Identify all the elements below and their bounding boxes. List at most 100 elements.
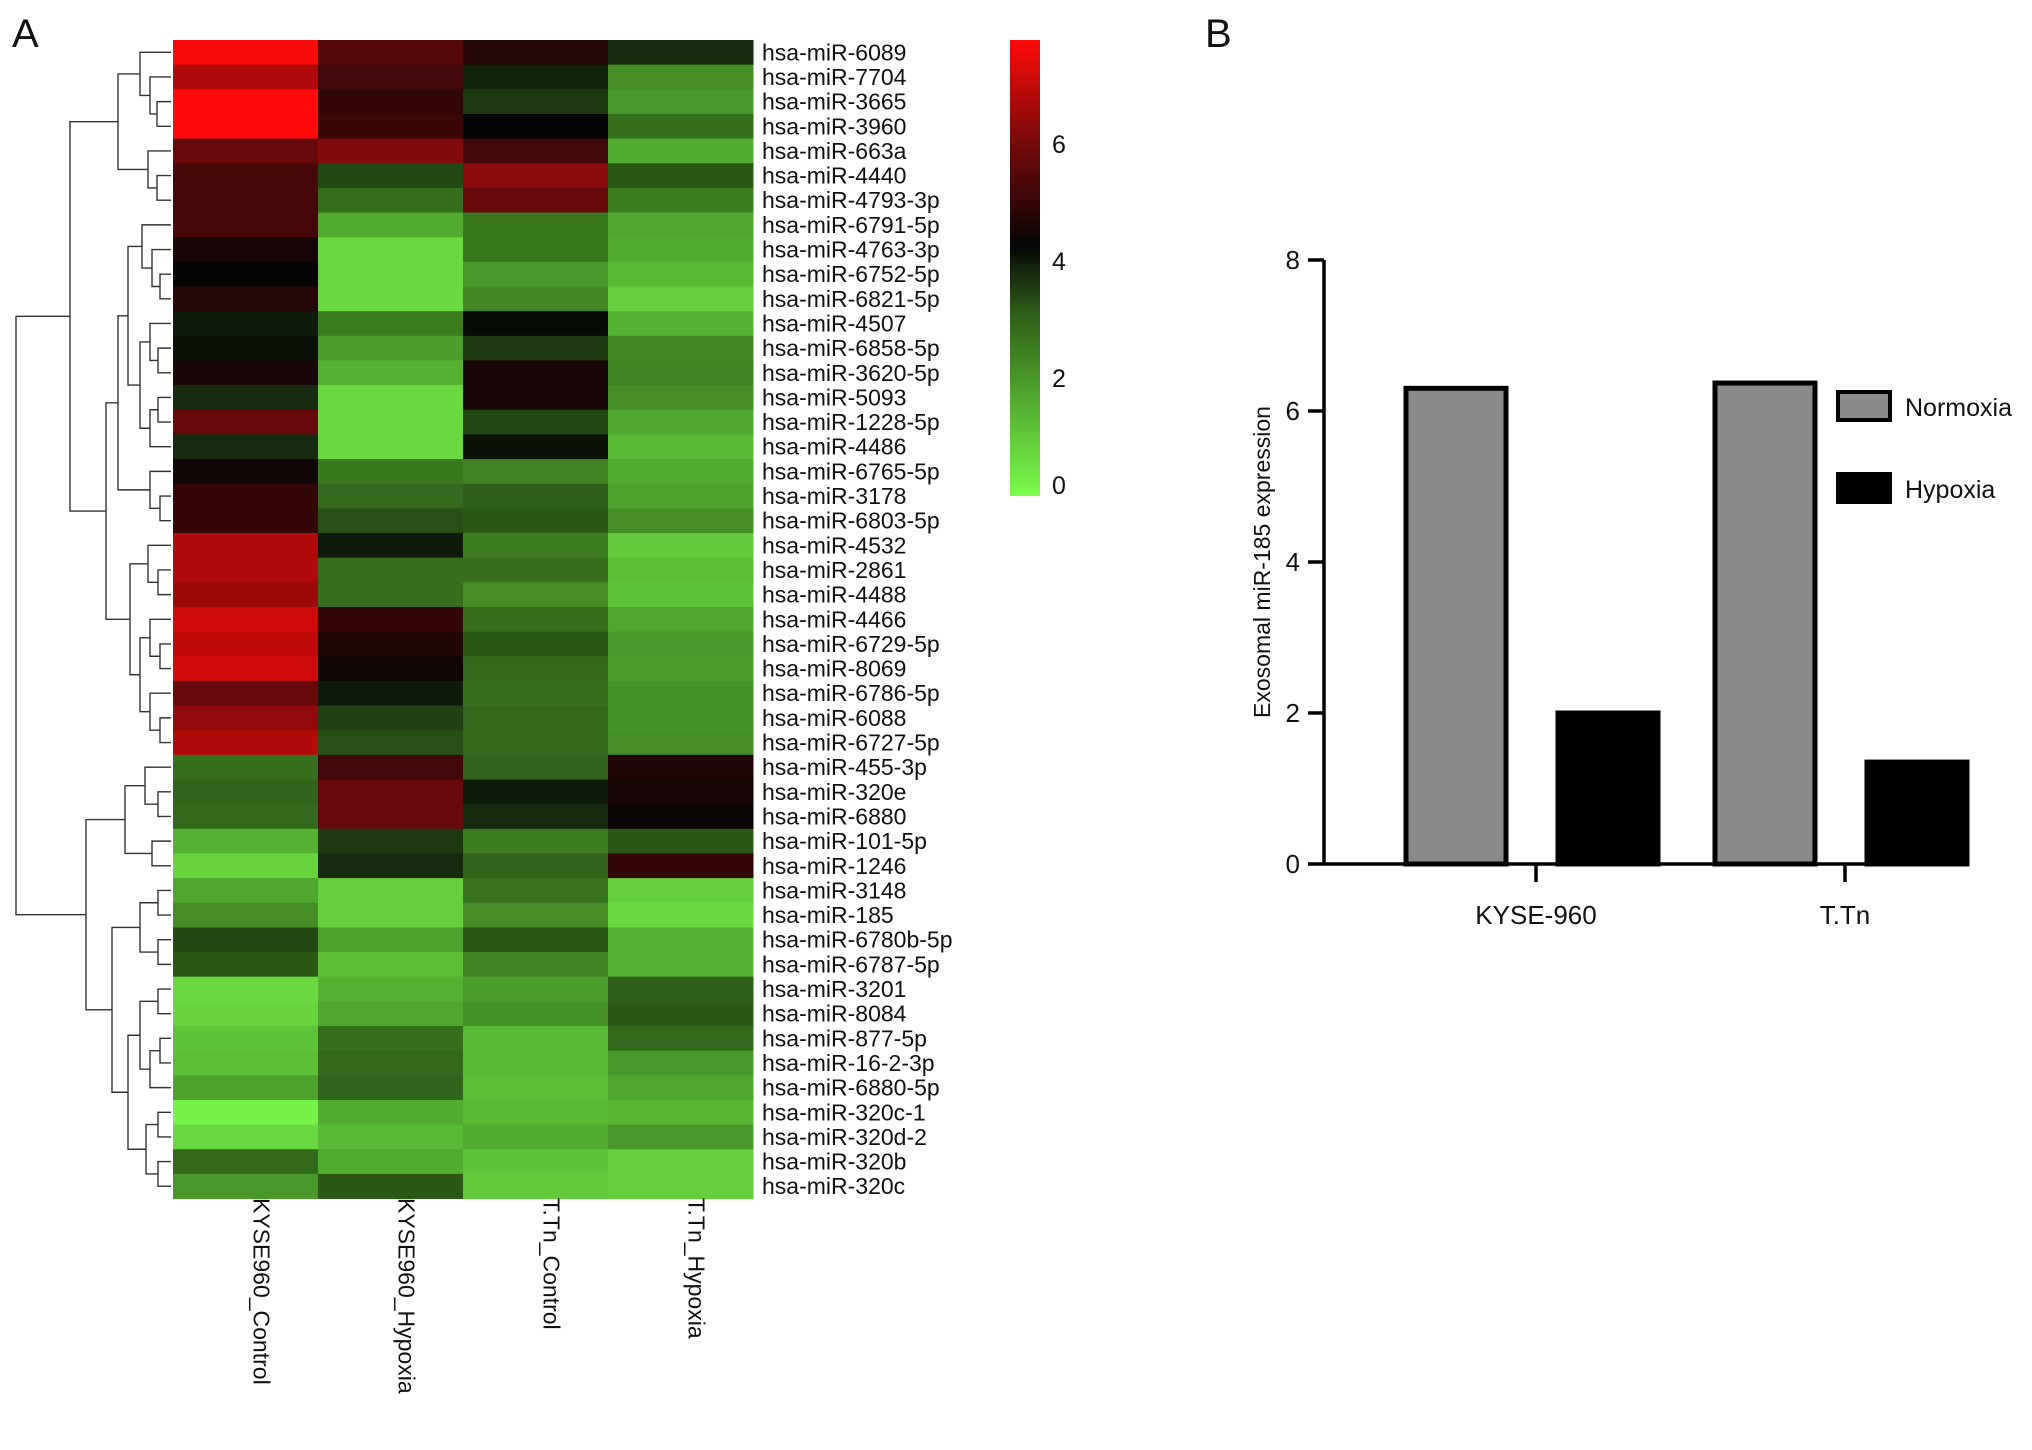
- bar-hypoxia: [1555, 710, 1661, 867]
- heatmap-cell: [463, 656, 609, 682]
- heatmap-cell: [318, 656, 464, 682]
- heatmap-cell: [318, 434, 464, 460]
- heatmap-cell: [173, 878, 319, 904]
- row-label: hsa-miR-16-2-3p: [762, 1050, 935, 1076]
- heatmap-cell: [318, 976, 464, 1002]
- heatmap-cell: [173, 705, 319, 731]
- heatmap-cell: [463, 853, 609, 879]
- heatmap-cell: [608, 212, 754, 238]
- heatmap-cell: [318, 1149, 464, 1175]
- heatmap-cell: [173, 730, 319, 756]
- row-label: hsa-miR-4440: [762, 163, 906, 189]
- heatmap-cell: [463, 754, 609, 780]
- heatmap-cell: [463, 1173, 609, 1200]
- bar-normoxia: [1712, 380, 1818, 867]
- heatmap-cell: [463, 582, 609, 608]
- heatmap-cell: [318, 582, 464, 608]
- heatmap-cell: [608, 1050, 754, 1076]
- legend-swatch-normoxia: [1836, 390, 1892, 422]
- heatmap-cell: [318, 730, 464, 756]
- row-label: hsa-miR-6765-5p: [762, 458, 940, 484]
- heatmap-cell: [608, 40, 754, 66]
- heatmap-cell: [318, 163, 464, 189]
- y-tick-label: 8: [1286, 245, 1300, 275]
- heatmap-cell: [173, 680, 319, 707]
- heatmap-cell: [463, 385, 609, 411]
- heatmap-cell: [463, 459, 609, 485]
- dendrogram-branch: [111, 926, 140, 1093]
- heatmap-cell: [463, 360, 609, 386]
- heatmap-cell: [608, 878, 754, 904]
- heatmap-cell: [173, 163, 319, 189]
- heatmap-cell: [463, 1075, 609, 1101]
- row-label: hsa-miR-5093: [762, 384, 906, 410]
- heatmap-cell: [608, 409, 754, 435]
- legend-swatch-hypoxia: [1836, 472, 1892, 504]
- y-tick-label: 6: [1286, 396, 1300, 426]
- heatmap-cell: [463, 311, 609, 337]
- heatmap-cell: [608, 927, 754, 953]
- color-scale-tick-label: 2: [1052, 365, 1066, 393]
- dendrogram-branch: [129, 563, 148, 676]
- heatmap-cell: [463, 878, 609, 904]
- heatmap-cell: [173, 385, 319, 411]
- row-label: hsa-miR-4532: [762, 532, 906, 558]
- heatmap-cell: [608, 237, 754, 263]
- heatmap-cell: [463, 89, 609, 115]
- heatmap-cell: [173, 1050, 319, 1076]
- heatmap-cell: [318, 1001, 464, 1027]
- heatmap-cell: [608, 286, 754, 312]
- heatmap-cell: [608, 680, 754, 707]
- row-label: hsa-miR-320c: [762, 1173, 905, 1199]
- color-scale-tick-label: 4: [1052, 248, 1066, 276]
- heatmap-cell: [608, 730, 754, 756]
- heatmap-cell: [173, 286, 319, 312]
- bar-hypoxia: [1864, 759, 1970, 867]
- heatmap-cell: [318, 335, 464, 361]
- heatmap-cell: [608, 187, 754, 214]
- heatmap-cell: [608, 582, 754, 608]
- heatmap-cell: [463, 138, 609, 164]
- dendrogram-branch: [159, 643, 171, 670]
- row-label: hsa-miR-663a: [762, 138, 907, 164]
- heatmap-cell: [608, 828, 754, 854]
- heatmap-cell: [463, 952, 609, 978]
- dendrogram-branch: [141, 224, 171, 269]
- row-label: hsa-miR-3148: [762, 877, 906, 903]
- column-label: T.Tn_Hypoxia: [684, 1198, 710, 1339]
- heatmap-cell: [608, 459, 754, 485]
- dendrogram-branch: [156, 100, 171, 127]
- heatmap-cell: [608, 1149, 754, 1175]
- y-tick-label: 4: [1286, 547, 1300, 577]
- heatmap-cell: [608, 804, 754, 830]
- heatmap-cell: [463, 705, 609, 731]
- dendrogram-branch: [157, 939, 171, 966]
- heatmap-cell: [173, 927, 319, 953]
- heatmap-cell: [173, 952, 319, 978]
- heatmap-cell: [318, 237, 464, 263]
- heatmap-cell: [463, 409, 609, 435]
- heatmap-cell: [318, 1075, 464, 1101]
- heatmap-cell: [608, 1026, 754, 1052]
- heatmap-cell: [463, 631, 609, 657]
- heatmap-cell: [173, 606, 319, 633]
- row-label: hsa-miR-3201: [762, 976, 906, 1002]
- heatmap-cell: [608, 853, 754, 879]
- heatmap-cell: [173, 261, 319, 287]
- heatmap-cell: [463, 434, 609, 460]
- heatmap-cell: [173, 779, 319, 805]
- heatmap-cell: [173, 237, 319, 263]
- legend-label: Hypoxia: [1905, 476, 1995, 504]
- heatmap-cell: [173, 582, 319, 608]
- dendrogram-branch: [149, 322, 171, 362]
- bar-normoxia: [1403, 385, 1509, 867]
- heatmap-cell: [608, 656, 754, 682]
- heatmap-cell: [318, 1050, 464, 1076]
- dendrogram-branch: [159, 495, 171, 522]
- row-label: hsa-miR-3620-5p: [762, 360, 940, 386]
- heatmap-cell: [608, 508, 754, 534]
- row-label: hsa-miR-6088: [762, 705, 906, 731]
- heatmap-cell: [318, 483, 464, 509]
- heatmap-cell: [173, 1099, 319, 1126]
- row-label: hsa-miR-3178: [762, 483, 906, 509]
